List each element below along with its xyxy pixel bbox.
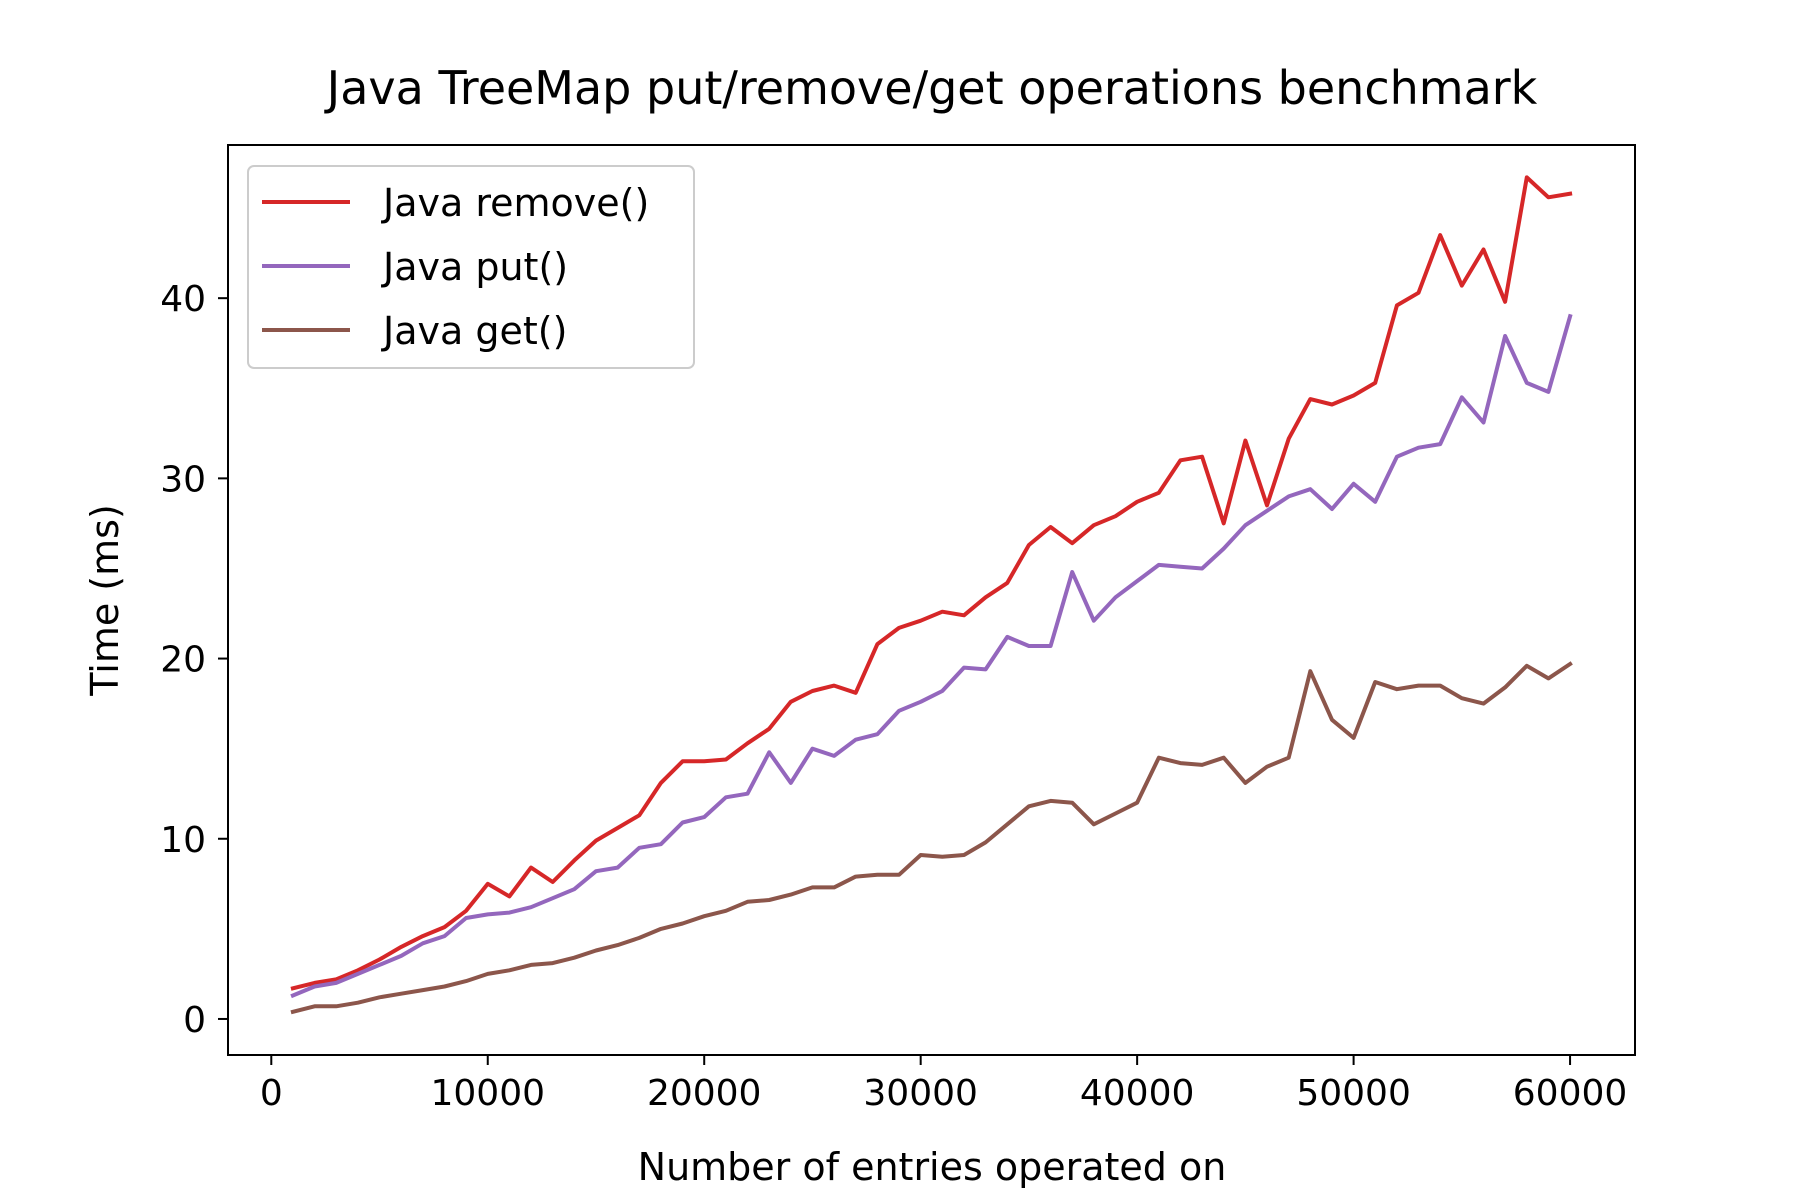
series-line-put xyxy=(290,313,1573,999)
x-tick-label: 30000 xyxy=(863,1073,978,1114)
legend: Java remove() Java put() Java get() xyxy=(247,165,695,369)
x-tick-label: 40000 xyxy=(1080,1073,1195,1114)
y-tick-label: 30 xyxy=(160,459,206,500)
x-tick-label: 60000 xyxy=(1513,1073,1628,1114)
x-tick-label: 20000 xyxy=(647,1073,762,1114)
x-tick-label: 0 xyxy=(260,1073,283,1114)
plot-frame xyxy=(227,144,1636,1056)
x-axis: 0 10000 20000 30000 40000 50000 60000 xyxy=(260,1055,1627,1114)
x-tick-label: 10000 xyxy=(430,1073,545,1114)
x-axis-label: Number of entries operated on xyxy=(638,1145,1227,1189)
y-axis-label: Time (ms) xyxy=(83,504,127,697)
legend-frame xyxy=(247,165,695,369)
legend-label-put: Java put() xyxy=(381,245,568,289)
legend-label-remove: Java remove() xyxy=(381,181,649,225)
series-line-remove xyxy=(290,175,1573,991)
y-tick-label: 10 xyxy=(160,820,206,861)
chart-title: Java TreeMap put/remove/get operations b… xyxy=(324,61,1538,115)
series-layer xyxy=(290,175,1573,1015)
y-tick-label: 0 xyxy=(183,1000,206,1041)
y-axis: 0 10 20 30 40 xyxy=(160,279,228,1041)
legend-label-get: Java get() xyxy=(381,309,567,353)
y-tick-label: 40 xyxy=(160,279,206,320)
series-line-get xyxy=(290,661,1573,1015)
x-tick-label: 50000 xyxy=(1296,1073,1411,1114)
y-tick-label: 20 xyxy=(160,640,206,681)
